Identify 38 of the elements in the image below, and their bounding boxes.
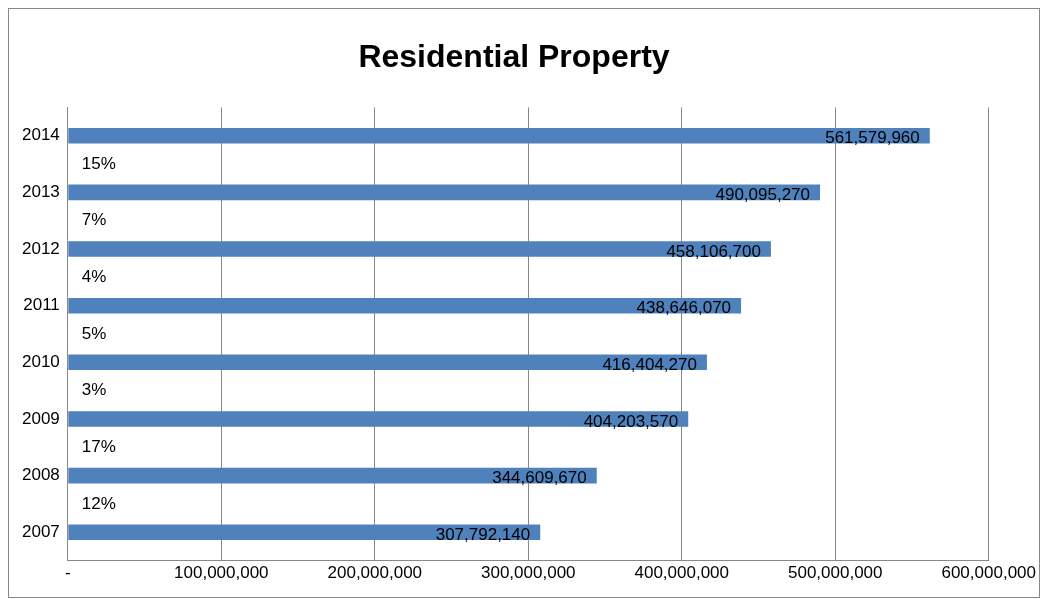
y-tick-label: 2009 [21, 408, 60, 428]
y-tick-label: 2008 [21, 465, 60, 485]
annotation: 7% [81, 210, 107, 230]
bar [68, 354, 707, 371]
y-tick-label: 2007 [21, 521, 60, 541]
bar [68, 127, 930, 144]
annotation: 15% [81, 153, 116, 173]
data-label: 458,106,700 [666, 241, 761, 261]
data-label: 561,579,960 [825, 128, 920, 148]
annotation: 12% [81, 493, 116, 513]
annotation: 3% [81, 380, 107, 400]
bar [68, 411, 689, 427]
x-tick-label: 400,000,000 [634, 563, 730, 583]
data-label: 344,609,670 [492, 468, 587, 488]
data-label: 416,404,270 [602, 355, 697, 375]
bar [68, 297, 742, 314]
y-tick-label: 2014 [21, 125, 60, 145]
y-tick-label: 2013 [21, 182, 60, 202]
y-tick-label: 2011 [23, 295, 60, 315]
x-tick-label: 100,000,000 [174, 563, 269, 583]
bar [68, 524, 541, 541]
y-tick-label: 2012 [21, 238, 60, 258]
x-tick-label: 300,000,000 [481, 563, 576, 583]
x-tick-label: 500,000,000 [787, 563, 883, 583]
x-tick-label: - [64, 563, 71, 583]
y-tick-label: 2010 [21, 352, 60, 372]
annotation: 4% [81, 267, 107, 287]
bar [68, 241, 771, 257]
annotation: 17% [81, 436, 116, 456]
data-label: 490,095,270 [715, 185, 811, 205]
bar [68, 184, 821, 201]
x-tick-label: 200,000,000 [327, 563, 423, 583]
data-label: 307,792,140 [435, 524, 531, 544]
data-label: 438,646,070 [636, 298, 732, 318]
data-label: 404,203,570 [583, 411, 679, 431]
annotation: 5% [81, 323, 107, 343]
x-tick-label: 600,000,000 [941, 563, 1036, 583]
chart-title: Residential Property [358, 38, 670, 75]
